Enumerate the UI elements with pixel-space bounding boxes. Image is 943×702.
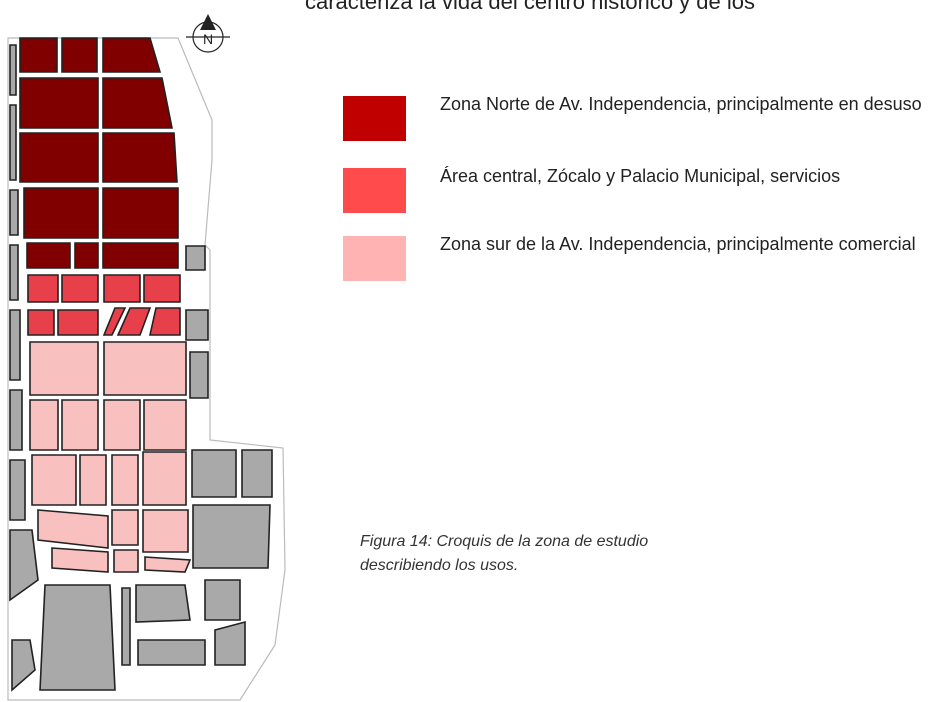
north-blocks	[19, 37, 179, 269]
legend-label: Zona Norte de Av. Independencia, princip…	[440, 94, 922, 114]
legend-swatch	[343, 96, 406, 141]
compass-label: N	[203, 31, 213, 47]
body-text: caracteriza la vida del centro histórico…	[305, 0, 755, 14]
map: N	[7, 14, 286, 701]
legend-swatch	[343, 168, 406, 213]
south-blocks	[29, 341, 192, 573]
central-blocks	[27, 274, 181, 336]
legend-swatch	[343, 236, 406, 281]
legend-label: Área central, Zócalo y Palacio Municipal…	[440, 166, 841, 186]
legend-label: Zona sur de la Av. Independencia, princi…	[440, 234, 916, 254]
compass: N	[186, 14, 230, 53]
other-blocks	[9, 44, 273, 692]
figure-caption: Figura 14: Croquis de la zona de estudio…	[360, 533, 649, 574]
